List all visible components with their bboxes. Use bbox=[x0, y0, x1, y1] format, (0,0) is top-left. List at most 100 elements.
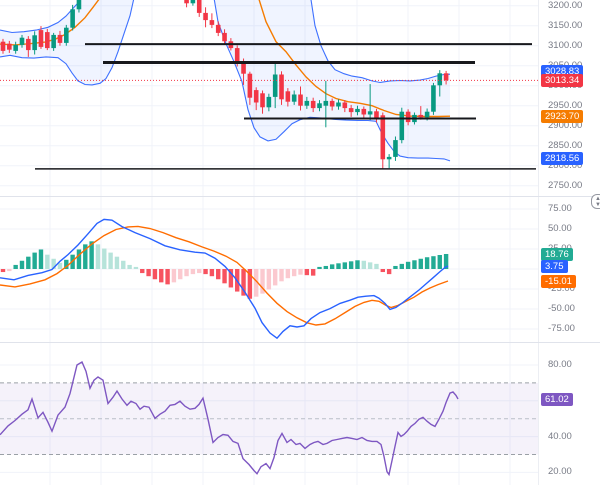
candle-body bbox=[279, 74, 284, 100]
macd-histogram-bar bbox=[121, 260, 126, 269]
pane-separator-2[interactable] bbox=[0, 342, 600, 343]
candle-body bbox=[45, 32, 50, 49]
axis-tick-label: 75.00 bbox=[548, 203, 572, 214]
axis-tick-label: -25.00 bbox=[548, 283, 575, 294]
macd-histogram-bar bbox=[184, 269, 189, 277]
candle-body bbox=[253, 90, 259, 103]
candle-body bbox=[19, 37, 25, 45]
candle-body bbox=[266, 96, 272, 108]
macd-histogram-bar bbox=[190, 269, 196, 275]
macd-histogram-bar bbox=[380, 269, 385, 273]
candle-body bbox=[272, 74, 278, 97]
macd-histogram-bar bbox=[178, 269, 183, 280]
macd-histogram-bar bbox=[285, 269, 291, 279]
axis-tick-label: 50.00 bbox=[548, 223, 572, 234]
candle-body bbox=[336, 102, 341, 107]
candle-body bbox=[348, 108, 354, 113]
macd-histogram-bar bbox=[310, 269, 316, 276]
macd-histogram-bar bbox=[89, 241, 94, 269]
macd-histogram-bar bbox=[197, 269, 202, 274]
macd-histogram-bar bbox=[203, 269, 208, 275]
candle-body bbox=[431, 85, 436, 112]
macd-histogram-bar bbox=[374, 263, 379, 269]
candle-body bbox=[64, 27, 69, 43]
macd-histogram-bar bbox=[361, 260, 367, 269]
candle-body bbox=[0, 41, 6, 51]
macd-histogram-bar bbox=[279, 269, 284, 282]
macd-histogram-bar bbox=[272, 269, 278, 286]
price-value-chip: -15.01 bbox=[541, 274, 576, 288]
macd-histogram-bar bbox=[424, 257, 430, 269]
axis-tick-label: 80.00 bbox=[548, 359, 572, 370]
candle-body bbox=[342, 102, 348, 109]
macd-histogram-bar bbox=[13, 264, 18, 269]
macd-pane[interactable] bbox=[0, 196, 538, 342]
candle-body bbox=[355, 108, 360, 113]
price-value-chip: 3013.34 bbox=[541, 74, 584, 87]
axis-tick-label: 3100.00 bbox=[548, 39, 583, 51]
candle-body bbox=[323, 100, 329, 106]
macd-histogram-bar bbox=[412, 260, 417, 269]
axis-tick-label: -75.00 bbox=[548, 323, 575, 334]
macd-histogram-bar bbox=[171, 269, 177, 283]
axis-tick-label: 2750.00 bbox=[548, 179, 583, 191]
candle-body bbox=[291, 94, 297, 102]
price-pane[interactable] bbox=[0, 0, 538, 196]
macd-histogram-bar bbox=[159, 269, 164, 283]
macd-histogram-bar bbox=[165, 269, 170, 285]
macd-histogram-bar bbox=[336, 263, 341, 269]
price-value-chip: 2923.70 bbox=[541, 109, 584, 123]
macd-histogram-bar bbox=[418, 258, 423, 269]
candle-body bbox=[196, 0, 202, 13]
macd-histogram-bar bbox=[247, 269, 253, 299]
macd-histogram-bar bbox=[329, 264, 335, 269]
macd-histogram-bar bbox=[32, 252, 37, 269]
candle-body bbox=[399, 111, 405, 141]
rsi-pane[interactable] bbox=[0, 342, 538, 485]
macd-histogram-bar bbox=[57, 262, 63, 269]
macd-histogram-bar bbox=[367, 262, 373, 269]
axis-tick-label: 3200.00 bbox=[548, 0, 583, 11]
macd-histogram-bar bbox=[291, 269, 297, 277]
candle-body bbox=[184, 0, 189, 4]
macd-histogram-bar bbox=[102, 248, 107, 269]
macd-histogram-bar bbox=[152, 269, 158, 280]
axis-tick-label: 3150.00 bbox=[548, 19, 583, 31]
macd-histogram-bar bbox=[95, 244, 101, 269]
macd-histogram-bar bbox=[266, 269, 272, 290]
candle-body bbox=[241, 62, 246, 74]
macd-histogram-bar bbox=[304, 269, 310, 276]
macd-histogram-bar bbox=[45, 254, 50, 269]
macd-line bbox=[0, 218, 449, 340]
candle-body bbox=[70, 9, 75, 28]
candle-body bbox=[57, 34, 63, 43]
candle-body bbox=[329, 100, 335, 107]
pane-resize-handle-icon[interactable]: ▲ ▼ bbox=[591, 194, 600, 209]
candle-body bbox=[298, 94, 303, 106]
price-value-chip: 3.75 bbox=[541, 260, 568, 273]
axis-tick-label: 2950.00 bbox=[548, 99, 583, 111]
macd-histogram-bar bbox=[114, 256, 120, 269]
candle-body bbox=[304, 100, 310, 106]
macd-histogram-bar bbox=[127, 264, 132, 269]
macd-histogram-bar bbox=[323, 265, 329, 269]
price-scale-axis[interactable]: 3200.003150.003100.003050.003000.002950.… bbox=[538, 0, 600, 485]
pane-separator-1[interactable] bbox=[0, 196, 600, 197]
candle-body bbox=[418, 114, 424, 118]
candle-body bbox=[7, 43, 12, 50]
macd-histogram-bar bbox=[393, 265, 398, 269]
candle-body bbox=[234, 48, 240, 63]
candle-body bbox=[38, 30, 44, 47]
macd-histogram-bar bbox=[443, 253, 449, 269]
macd-histogram-bar bbox=[355, 260, 360, 269]
macd-histogram-bar bbox=[437, 255, 442, 269]
candle-body bbox=[424, 111, 430, 118]
macd-signal-line bbox=[0, 225, 449, 326]
candle-body bbox=[380, 115, 386, 160]
candle-body bbox=[203, 12, 208, 21]
macd-histogram-bar bbox=[348, 261, 354, 269]
macd-histogram-bar bbox=[342, 262, 348, 269]
axis-tick-label: 2900.00 bbox=[548, 119, 583, 131]
macd-histogram-bar bbox=[83, 244, 88, 269]
